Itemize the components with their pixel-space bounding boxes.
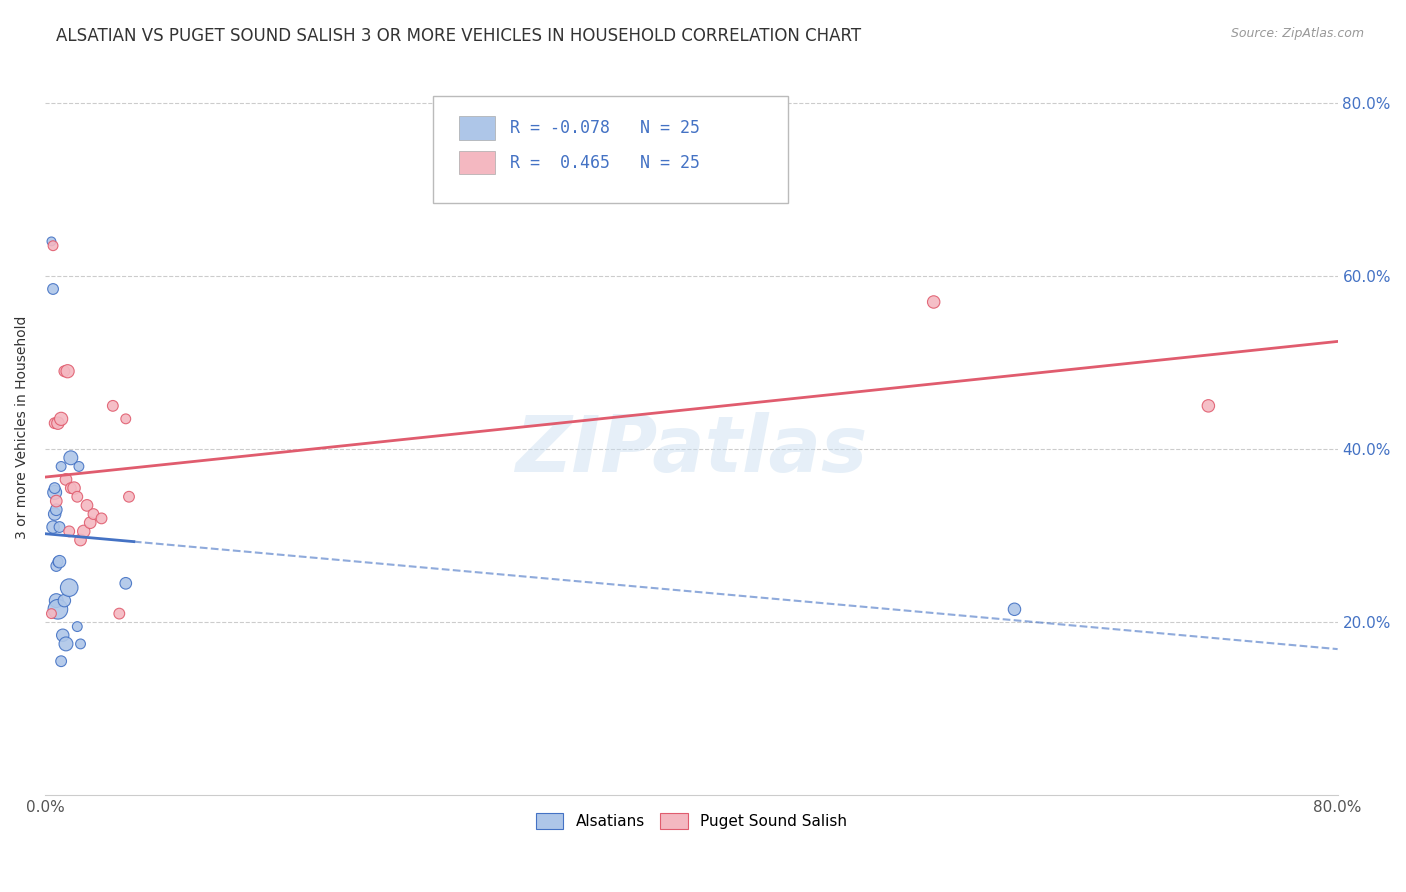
Point — [922, 295, 945, 310]
FancyBboxPatch shape — [458, 116, 495, 140]
Point — [90, 511, 112, 525]
Point — [59, 481, 82, 495]
Point — [79, 516, 101, 530]
Point — [118, 490, 141, 504]
Text: Source: ZipAtlas.com: Source: ZipAtlas.com — [1230, 27, 1364, 40]
Text: ZIPatlas: ZIPatlas — [515, 411, 868, 488]
Point — [58, 581, 80, 595]
Point — [44, 507, 66, 521]
Point — [48, 555, 70, 569]
Point — [56, 364, 79, 378]
FancyBboxPatch shape — [433, 96, 789, 203]
Point — [53, 593, 76, 607]
Point — [44, 416, 66, 430]
Point — [45, 593, 67, 607]
Point — [114, 576, 136, 591]
Point — [1197, 399, 1219, 413]
Point — [48, 520, 70, 534]
Point — [55, 472, 77, 486]
FancyBboxPatch shape — [458, 151, 495, 174]
Point — [42, 520, 65, 534]
Point — [63, 481, 86, 495]
Point — [44, 481, 66, 495]
Text: R =  0.465   N = 25: R = 0.465 N = 25 — [510, 153, 700, 171]
Point — [66, 619, 89, 633]
Point — [52, 628, 75, 642]
Text: ALSATIAN VS PUGET SOUND SALISH 3 OR MORE VEHICLES IN HOUSEHOLD CORRELATION CHART: ALSATIAN VS PUGET SOUND SALISH 3 OR MORE… — [56, 27, 862, 45]
Point — [49, 412, 72, 426]
Point — [55, 637, 77, 651]
Point — [69, 637, 91, 651]
Point — [1004, 602, 1026, 616]
Point — [101, 399, 124, 413]
Point — [49, 654, 72, 668]
Point — [45, 502, 67, 516]
Point — [46, 602, 69, 616]
Point — [73, 524, 96, 539]
Point — [41, 607, 63, 621]
Point — [59, 450, 82, 465]
Point — [42, 238, 65, 252]
Point — [67, 459, 90, 474]
Legend: Alsatians, Puget Sound Salish: Alsatians, Puget Sound Salish — [530, 807, 853, 836]
Y-axis label: 3 or more Vehicles in Household: 3 or more Vehicles in Household — [15, 316, 30, 539]
Point — [45, 559, 67, 574]
Point — [45, 494, 67, 508]
Point — [42, 282, 65, 296]
Point — [49, 459, 72, 474]
Point — [82, 507, 104, 521]
Point — [46, 416, 69, 430]
Point — [66, 490, 89, 504]
Point — [58, 524, 80, 539]
Point — [41, 235, 63, 249]
Point — [114, 412, 136, 426]
Point — [44, 485, 66, 500]
Point — [76, 499, 98, 513]
Point — [108, 607, 131, 621]
Point — [53, 364, 76, 378]
Text: R = -0.078   N = 25: R = -0.078 N = 25 — [510, 119, 700, 137]
Point — [69, 533, 91, 547]
Point — [46, 555, 69, 569]
